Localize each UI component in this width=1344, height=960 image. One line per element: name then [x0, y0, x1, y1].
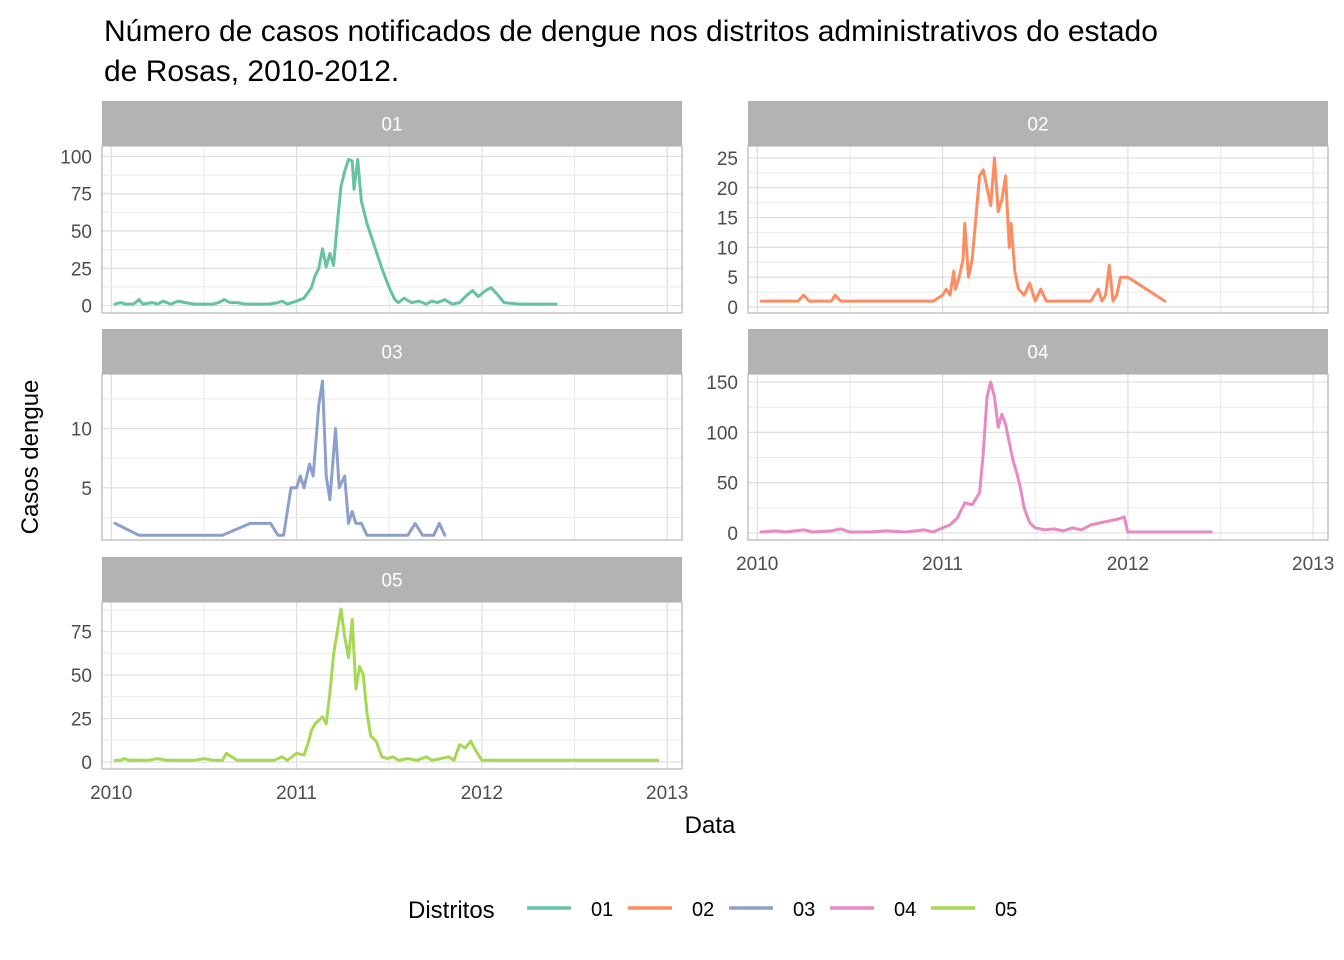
series-line-02	[759, 156, 1167, 303]
facet-panel-02: 02 0 5 10 15 20 25	[717, 101, 1329, 319]
legend-label: 02	[692, 899, 714, 921]
x-tick-label: 2012	[461, 783, 503, 804]
y-tick-label: 50	[71, 666, 92, 687]
y-tick-label: 5	[81, 479, 92, 500]
panel-border	[747, 373, 1329, 541]
panel-border	[101, 145, 683, 314]
y-tick-label: 15	[717, 209, 738, 230]
legend-entry-01: 01	[527, 899, 613, 921]
facet-strip-label: 03	[381, 343, 402, 364]
chart-title-line-2: de Rosas, 2010-2012.	[104, 55, 399, 88]
chart-title-line-1: Número de casos notificados de dengue no…	[104, 15, 1158, 48]
x-axis-title: Data	[685, 812, 736, 839]
x-tick-label: 2013	[1292, 554, 1334, 575]
legend-entry-05: 05	[931, 899, 1017, 921]
facet-panel-04: 04 0 50 100 150 2010 2011 2012 2013	[706, 329, 1334, 575]
series-line-05	[113, 607, 660, 762]
facet-panel-05: 05 0 25 50 75 2010 2011 2012 2013	[71, 557, 688, 804]
y-tick-label: 0	[727, 298, 738, 319]
legend: Distritos 01 02 03 04 05	[408, 897, 1017, 924]
x-tick-label: 2011	[276, 783, 317, 804]
facet-strip	[102, 557, 682, 602]
y-tick-label: 100	[60, 147, 92, 168]
panel-border	[101, 601, 683, 770]
y-tick-label: 5	[727, 268, 738, 289]
legend-label: 04	[894, 899, 916, 921]
facet-strip-label: 02	[1027, 115, 1048, 136]
y-tick-label: 50	[71, 222, 92, 243]
legend-entry-04: 04	[830, 899, 916, 921]
y-tick-label: 75	[71, 623, 92, 644]
legend-entry-02: 02	[628, 899, 714, 921]
y-tick-label: 0	[727, 524, 738, 545]
y-tick-label: 10	[71, 420, 92, 441]
x-tick-label: 2012	[1107, 554, 1149, 575]
facet-strip-label: 04	[1027, 343, 1049, 364]
y-tick-label: 10	[717, 238, 738, 259]
y-tick-label: 25	[71, 259, 92, 280]
y-tick-label: 150	[706, 373, 738, 394]
y-axis-title: Casos dengue	[17, 380, 44, 535]
y-tick-label: 25	[717, 149, 738, 170]
x-tick-label: 2011	[922, 554, 963, 575]
y-tick-label: 25	[71, 710, 92, 731]
facet-strip	[748, 329, 1328, 374]
y-tick-label: 100	[706, 423, 738, 444]
facet-strip-label: 05	[381, 571, 402, 592]
facet-strip	[102, 329, 682, 374]
series-line-01	[113, 157, 558, 306]
panel-border	[101, 373, 683, 541]
y-tick-label: 50	[717, 474, 738, 495]
legend-title: Distritos	[408, 897, 495, 924]
facet-strip-label: 01	[381, 115, 402, 136]
y-tick-label: 75	[71, 185, 92, 206]
series-line-03	[113, 379, 447, 537]
legend-label: 03	[793, 899, 815, 921]
x-tick-label: 2010	[90, 783, 132, 804]
legend-label: 01	[591, 899, 613, 921]
legend-entry-03: 03	[729, 899, 815, 921]
legend-label: 05	[995, 899, 1017, 921]
panel-border	[747, 145, 1329, 314]
facet-panel-01: 01 0 25 50 75 100	[60, 101, 683, 318]
facet-strip	[102, 101, 682, 146]
y-tick-label: 0	[81, 753, 92, 774]
x-tick-label: 2010	[736, 554, 778, 575]
facet-strip	[748, 101, 1328, 146]
y-tick-label: 0	[81, 297, 92, 318]
y-tick-label: 20	[717, 179, 738, 200]
facet-panels: 0102550751000205101520250351004050100150…	[60, 101, 1334, 804]
facet-panel-03: 03 5 10	[71, 329, 683, 541]
series-line-04	[759, 380, 1213, 534]
x-tick-label: 2013	[646, 783, 688, 804]
